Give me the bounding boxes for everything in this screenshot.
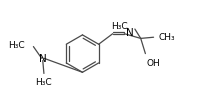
Text: CH₃: CH₃ (158, 33, 175, 42)
Text: N: N (39, 54, 47, 64)
Text: H₃C: H₃C (111, 22, 128, 31)
Text: H₃C: H₃C (36, 78, 52, 87)
Text: N: N (126, 28, 133, 38)
Text: H₃C: H₃C (9, 41, 25, 50)
Text: OH: OH (147, 59, 160, 68)
